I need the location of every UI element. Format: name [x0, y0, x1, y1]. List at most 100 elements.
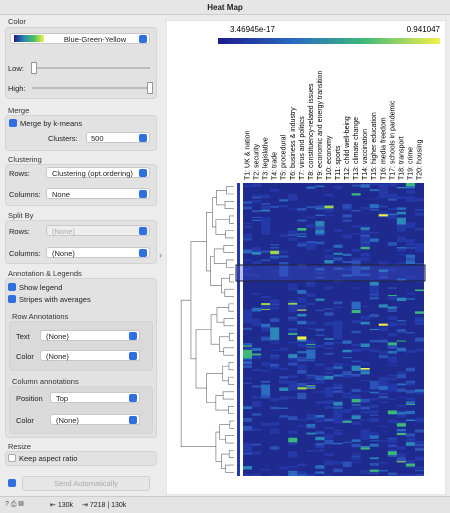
heatmap-cell	[333, 461, 343, 465]
dendrogram-link	[228, 303, 234, 312]
dropdown[interactable]: (None)	[46, 247, 150, 258]
heatmap-cell	[252, 216, 262, 219]
checkbox[interactable]	[8, 454, 16, 462]
heatmap-cell	[360, 241, 370, 243]
heatmap-cell	[324, 367, 334, 371]
dendrogram-link	[226, 186, 234, 195]
dropdown[interactable]: (None)	[50, 414, 140, 425]
send-button[interactable]: Send Automatically	[22, 476, 150, 491]
heatmap-cell	[315, 431, 325, 435]
heatmap-cell	[288, 302, 298, 305]
dendrogram-link	[215, 219, 230, 235]
heatmap-cell	[387, 445, 397, 447]
dendrogram-link	[215, 395, 229, 411]
heatmap-cell	[369, 208, 379, 211]
heatmap-cell	[369, 469, 379, 474]
heatmap-cell	[297, 425, 307, 427]
heatmap-cell	[315, 268, 325, 271]
heatmap-cell	[270, 327, 280, 340]
heatmap-cell	[252, 347, 262, 352]
heatmap-cell	[252, 194, 262, 196]
heatmap-cell	[315, 214, 325, 216]
heatmap-cell	[306, 327, 316, 330]
heatmap-cell	[369, 286, 379, 288]
heatmap-cell	[360, 184, 370, 188]
heatmap-cell	[405, 247, 415, 249]
heatmap-cell	[252, 413, 262, 416]
heatmap-cell	[333, 401, 343, 406]
clusters-spin[interactable]: 500	[86, 132, 150, 143]
heatmap-cell	[360, 243, 370, 247]
heatmap-cell	[288, 208, 298, 210]
heatmap-cell	[297, 234, 307, 237]
heatmap-cell	[342, 206, 352, 211]
heatmap-cell	[387, 310, 397, 312]
column-label: T3: legislative	[263, 137, 270, 180]
heatmap-cell	[252, 307, 262, 312]
heatmap-cell	[369, 296, 379, 300]
heatmap-cell	[414, 337, 424, 342]
heading: Resize	[8, 442, 31, 451]
dropdown[interactable]: (None)	[40, 350, 140, 361]
heatmap-cell	[261, 303, 271, 307]
heatmap-cell	[333, 229, 343, 232]
heatmap-cell	[414, 391, 424, 395]
low-slider[interactable]	[32, 67, 150, 69]
dropdown[interactable]: (None)	[40, 330, 140, 341]
heatmap-cell	[414, 316, 424, 320]
heatmap-cell	[306, 216, 316, 218]
heatmap-cell	[279, 396, 289, 400]
heatmap-cell	[243, 233, 253, 237]
heatmap-cell	[315, 185, 325, 187]
checkbox-label: Show legend	[19, 283, 63, 292]
dropdown[interactable]: None	[46, 188, 150, 199]
high-slider[interactable]	[32, 87, 150, 89]
heatmap-cell	[351, 455, 361, 457]
heatmap-cell	[342, 421, 352, 423]
heatmap-cell	[333, 320, 343, 333]
heatmap-cell	[243, 222, 253, 225]
heatmap-cell	[414, 456, 424, 461]
heatmap-cell	[306, 243, 316, 247]
column-label: T2: security	[254, 143, 261, 180]
status-icons[interactable]: ? ⎙ ▤	[5, 501, 24, 508]
checkbox[interactable]	[8, 295, 16, 303]
heatmap-cell	[369, 340, 379, 343]
heatmap-cell	[333, 185, 343, 189]
heatmap-cell	[351, 394, 361, 398]
checkbox[interactable]	[9, 119, 17, 127]
heatmap-cell	[396, 297, 406, 302]
heatmap-cell	[324, 205, 334, 209]
heatmap-cell	[351, 365, 361, 369]
heatmap-cell	[405, 437, 415, 442]
heatmap-cell	[396, 374, 406, 379]
palette-dropdown[interactable]: Blue-Green-Yellow	[10, 33, 150, 44]
heatmap-cell	[387, 358, 397, 363]
heatmap-cell	[378, 276, 388, 279]
slider-handle[interactable]	[147, 82, 153, 94]
heatmap-cell	[396, 211, 406, 215]
heatmap-cell	[324, 400, 334, 405]
checkbox[interactable]	[8, 479, 16, 487]
heatmap-cell	[360, 229, 370, 234]
slider-handle[interactable]	[31, 62, 37, 74]
heatmap-cell	[369, 418, 379, 421]
dendrogram-link	[229, 215, 234, 224]
heatmap-cell	[297, 351, 307, 354]
heatmap-cell	[243, 452, 253, 455]
heatmap-cell	[405, 184, 415, 189]
heatmap-cell	[270, 430, 280, 434]
splitter-arrow[interactable]: ›	[159, 250, 162, 260]
checkbox[interactable]	[8, 283, 16, 291]
heatmap-cell	[342, 267, 352, 271]
heatmap-cell	[243, 426, 253, 430]
heatmap-cell	[324, 463, 334, 466]
dropdown[interactable]: Top	[50, 392, 140, 403]
heatmap-cell	[369, 443, 379, 447]
status-input: ⇤ 130k	[50, 502, 73, 509]
heatmap-cell	[360, 266, 370, 270]
heatmap-cell	[387, 383, 397, 387]
dropdown[interactable]: Clustering (opt.ordering)	[46, 167, 150, 178]
heatmap-cell	[396, 421, 406, 423]
